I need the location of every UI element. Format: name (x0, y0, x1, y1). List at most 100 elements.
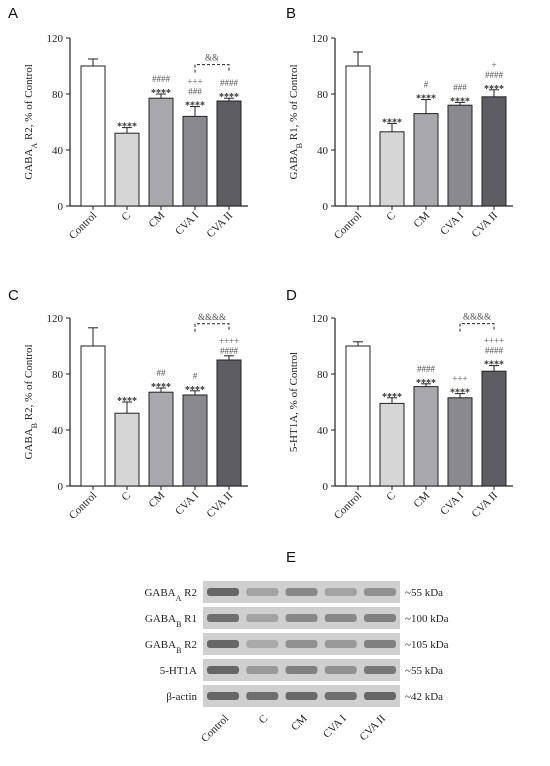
blot-band (324, 588, 357, 596)
blot-row-label: β-actin (166, 691, 197, 703)
significance-label: **** (151, 88, 171, 99)
x-tick-label: Control (332, 490, 364, 522)
y-tick-label: 80 (52, 89, 64, 101)
panel-letter: A (8, 5, 18, 22)
bar-cm (148, 391, 174, 487)
y-tick-label: 120 (47, 33, 64, 45)
significance-label: ++++ (219, 336, 239, 346)
x-tick-label: CM (412, 209, 433, 230)
significance-label: ## (157, 368, 167, 378)
western-blot: E GABAA R2 ~55 kDa GABAB R1 ~100 kDa GABAB R2… (144, 549, 448, 745)
blot-size-label: ~55 kDa (405, 587, 443, 599)
bar-cva-i (447, 104, 473, 207)
y-tick-label: 0 (58, 481, 64, 493)
blot-band (364, 588, 396, 596)
y-tick-label: 40 (52, 425, 64, 437)
x-tick-label: CVA I (438, 489, 466, 517)
panel-letter: E (286, 549, 296, 566)
blot-band (364, 614, 396, 622)
significance-label: +++ (187, 77, 202, 87)
x-tick-label: C (384, 490, 398, 504)
bar-c (114, 412, 140, 487)
y-axis-label: GABAA R2, % of Control (23, 64, 39, 179)
blot-band (246, 666, 279, 674)
significance-label: **** (219, 92, 239, 103)
blot-row-label: GABAA R2 (144, 587, 197, 603)
blot-band (246, 692, 279, 700)
y-tick-label: 80 (52, 369, 64, 381)
x-tick-label: C (119, 210, 133, 224)
blot-lane-label: C (257, 713, 271, 727)
significance-label: ### (188, 87, 202, 97)
blot-band (207, 640, 239, 648)
blot-lane-label: CVA II (358, 712, 389, 743)
blot-row-label: 5-HT1A (160, 665, 197, 677)
significance-label: **** (382, 117, 402, 128)
significance-label: **** (382, 392, 402, 403)
bar-cva-ii (481, 96, 507, 207)
bar-c (379, 402, 405, 487)
significance-label: **** (484, 84, 504, 95)
blot-row-label: GABAB R2 (145, 639, 197, 655)
blot-band (207, 666, 239, 674)
blot-lane-label: CVA I (321, 712, 349, 740)
x-tick-label: CM (147, 489, 168, 510)
y-tick-label: 40 (317, 425, 329, 437)
bar-c (379, 131, 405, 207)
x-tick-label: Control (332, 210, 364, 242)
significance-label: + (491, 60, 496, 70)
significance-label: **** (185, 101, 205, 112)
significance-label: **** (151, 382, 171, 393)
y-axis-label: 5-HT1A, % of Control (288, 352, 300, 452)
bar-charts: A 0 40 80 120 GABAA R2, % of Control Control C *… (8, 5, 513, 522)
bracket-label: &&&& (463, 312, 491, 322)
x-tick-label: CVA II (205, 489, 236, 520)
bracket-label: && (205, 53, 219, 63)
y-tick-label: 0 (323, 201, 329, 213)
y-tick-label: 120 (47, 313, 64, 325)
x-tick-label: Control (67, 210, 99, 242)
y-tick-label: 120 (312, 313, 329, 325)
significance-label: **** (185, 385, 205, 396)
blot-size-label: ~55 kDa (405, 665, 443, 677)
significance-label: ### (453, 82, 467, 92)
blot-band (324, 692, 357, 700)
bar-control (345, 345, 371, 487)
chart-panel-b: B 0 40 80 120 GABAB R1, % of Control Control C *… (286, 5, 513, 242)
blot-band (324, 614, 357, 622)
bar-c (114, 132, 140, 207)
blot-band (324, 666, 357, 674)
blot-size-label: ~100 kDa (405, 613, 449, 625)
blot-band (207, 614, 239, 622)
blot-size-label: ~105 kDa (405, 639, 449, 651)
blot-band (285, 640, 318, 648)
y-tick-label: 40 (52, 145, 64, 157)
significance-label: **** (416, 378, 436, 389)
bar-control (345, 65, 371, 207)
chart-panel-d: D 0 40 80 120 5-HT1A, % of Control Control C ***… (286, 287, 513, 522)
blot-band (285, 666, 318, 674)
y-tick-label: 80 (317, 89, 329, 101)
significance-label: **** (416, 94, 436, 105)
y-tick-label: 0 (323, 481, 329, 493)
significance-label: # (424, 80, 429, 90)
significance-label: **** (117, 396, 137, 407)
bar-cva-i (182, 115, 208, 207)
blot-band (246, 588, 279, 596)
blot-lane-label: Control (199, 713, 231, 745)
significance-label: ++++ (484, 336, 504, 346)
x-tick-label: CM (147, 209, 168, 230)
y-axis-label: GABAB R2, % of Control (23, 344, 39, 459)
significance-label: #### (152, 74, 171, 84)
blot-band (324, 640, 357, 648)
panel-letter: C (8, 287, 19, 304)
y-tick-label: 0 (58, 201, 64, 213)
blot-band (207, 692, 239, 700)
blot-size-label: ~42 kDa (405, 691, 443, 703)
bar-cva-i (182, 394, 208, 487)
blot-row-label: GABAB R1 (145, 613, 197, 629)
blot-band (364, 640, 396, 648)
bracket-label: &&&& (198, 312, 226, 322)
bar-cm (413, 113, 439, 207)
chart-panel-a: A 0 40 80 120 GABAA R2, % of Control Control C *… (8, 5, 248, 242)
